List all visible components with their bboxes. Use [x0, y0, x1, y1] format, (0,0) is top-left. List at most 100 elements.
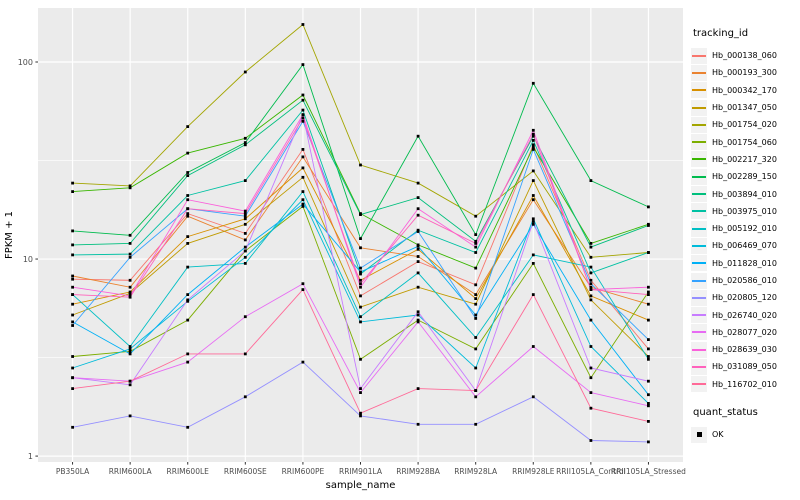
legend-key-line [692, 279, 706, 282]
data-point [416, 213, 420, 217]
data-point [71, 313, 74, 317]
legend-title-quant-status: quant_status [693, 406, 758, 418]
data-point [301, 288, 305, 291]
data-point [71, 425, 74, 429]
legend-entry-Hb_002217_320: Hb_002217_320 [691, 151, 799, 168]
legend-key-swatch [691, 186, 707, 203]
y-tick-label: 100 [18, 58, 33, 67]
data-point [71, 277, 74, 281]
data-point [589, 285, 593, 289]
data-point [589, 406, 593, 410]
legend-key-swatch [691, 168, 707, 185]
legend-entry-label: Hb_000193_300 [712, 68, 777, 78]
legend-panel: tracking_id Hb_000138_060 Hb_000193_300 Hb… [691, 28, 799, 443]
legend-title-tracking-id: tracking_id [693, 28, 749, 39]
legend-key-line [692, 262, 706, 265]
data-point [474, 336, 478, 339]
legend-key-swatch [691, 341, 707, 358]
data-point [589, 265, 593, 269]
data-point [243, 249, 247, 253]
data-point [186, 298, 190, 302]
data-point [474, 214, 478, 218]
data-point [186, 207, 190, 211]
data-point [647, 285, 650, 289]
data-point [186, 171, 190, 174]
legend-entry-label: Hb_001347_050 [712, 103, 777, 113]
data-point [647, 402, 650, 405]
data-point [186, 265, 190, 269]
data-point [416, 230, 420, 233]
data-point [243, 315, 247, 319]
legend-key-swatch [691, 64, 707, 81]
data-point [359, 237, 362, 240]
data-point [647, 379, 650, 383]
data-point [647, 393, 650, 397]
data-point [647, 302, 650, 306]
data-point [589, 288, 593, 291]
data-point [359, 285, 362, 289]
legend-entry-Hb_003894_010: Hb_003894_010 [691, 185, 799, 203]
legend-key-line [692, 106, 706, 109]
data-point [416, 134, 420, 138]
data-point [416, 320, 420, 324]
data-point [359, 246, 362, 250]
data-point [243, 214, 247, 218]
data-point [474, 422, 478, 426]
legend-entry-label: Hb_001754_020 [712, 120, 777, 130]
data-point [243, 238, 247, 242]
legend-entry-Hb_028077_020: Hb_028077_020 [691, 324, 799, 341]
data-point [71, 387, 74, 390]
data-point [243, 255, 247, 259]
legend-key-swatch [691, 376, 707, 393]
data-point [589, 245, 593, 249]
data-point [301, 116, 305, 120]
data-point [301, 93, 305, 97]
legend-entry-label: Hb_028077_020 [712, 327, 777, 337]
data-point [474, 347, 478, 351]
data-point [71, 253, 74, 257]
legend-key-swatch [691, 220, 707, 237]
data-point [301, 119, 305, 123]
legend-quant-entries: OK [691, 426, 799, 443]
data-point [186, 198, 190, 202]
data-point [71, 302, 74, 306]
data-point [243, 222, 247, 226]
data-point [531, 198, 535, 202]
data-point [589, 271, 593, 275]
data-point [301, 202, 305, 206]
data-point [589, 282, 593, 286]
data-point [243, 179, 247, 182]
legend-entry-Hb_011828_010: Hb_011828_010 [691, 255, 799, 272]
data-point [301, 98, 305, 102]
data-point [71, 229, 74, 233]
data-point [243, 209, 247, 213]
data-point [301, 360, 305, 364]
data-point [359, 320, 362, 324]
data-point [531, 194, 535, 197]
data-point [531, 222, 535, 226]
data-point [243, 217, 247, 221]
data-point [474, 266, 478, 270]
legend-entry-Hb_001347_050: Hb_001347_050 [691, 99, 799, 116]
legend-entry-label: Hb_020805_120 [712, 293, 777, 303]
data-point [359, 163, 362, 167]
data-point [301, 148, 305, 151]
data-point [359, 294, 362, 298]
legend-entry-Hb_000342_170: Hb_000342_170 [691, 82, 799, 99]
data-point [416, 260, 420, 263]
data-point [416, 387, 420, 390]
x-tick-label: RRIM901LA [339, 467, 383, 476]
legend-key-swatch [691, 272, 707, 289]
data-point [474, 242, 478, 245]
data-point [531, 217, 535, 221]
data-point [186, 151, 190, 155]
legend-key-line [692, 123, 706, 126]
x-tick-label: RRIM600LA [109, 467, 153, 476]
data-point [531, 148, 535, 151]
data-point [531, 145, 535, 149]
data-point [301, 175, 305, 179]
legend-entry-Hb_000193_300: Hb_000193_300 [691, 64, 799, 81]
x-tick-label: RRIM928LE [512, 467, 555, 476]
data-point [589, 179, 593, 182]
